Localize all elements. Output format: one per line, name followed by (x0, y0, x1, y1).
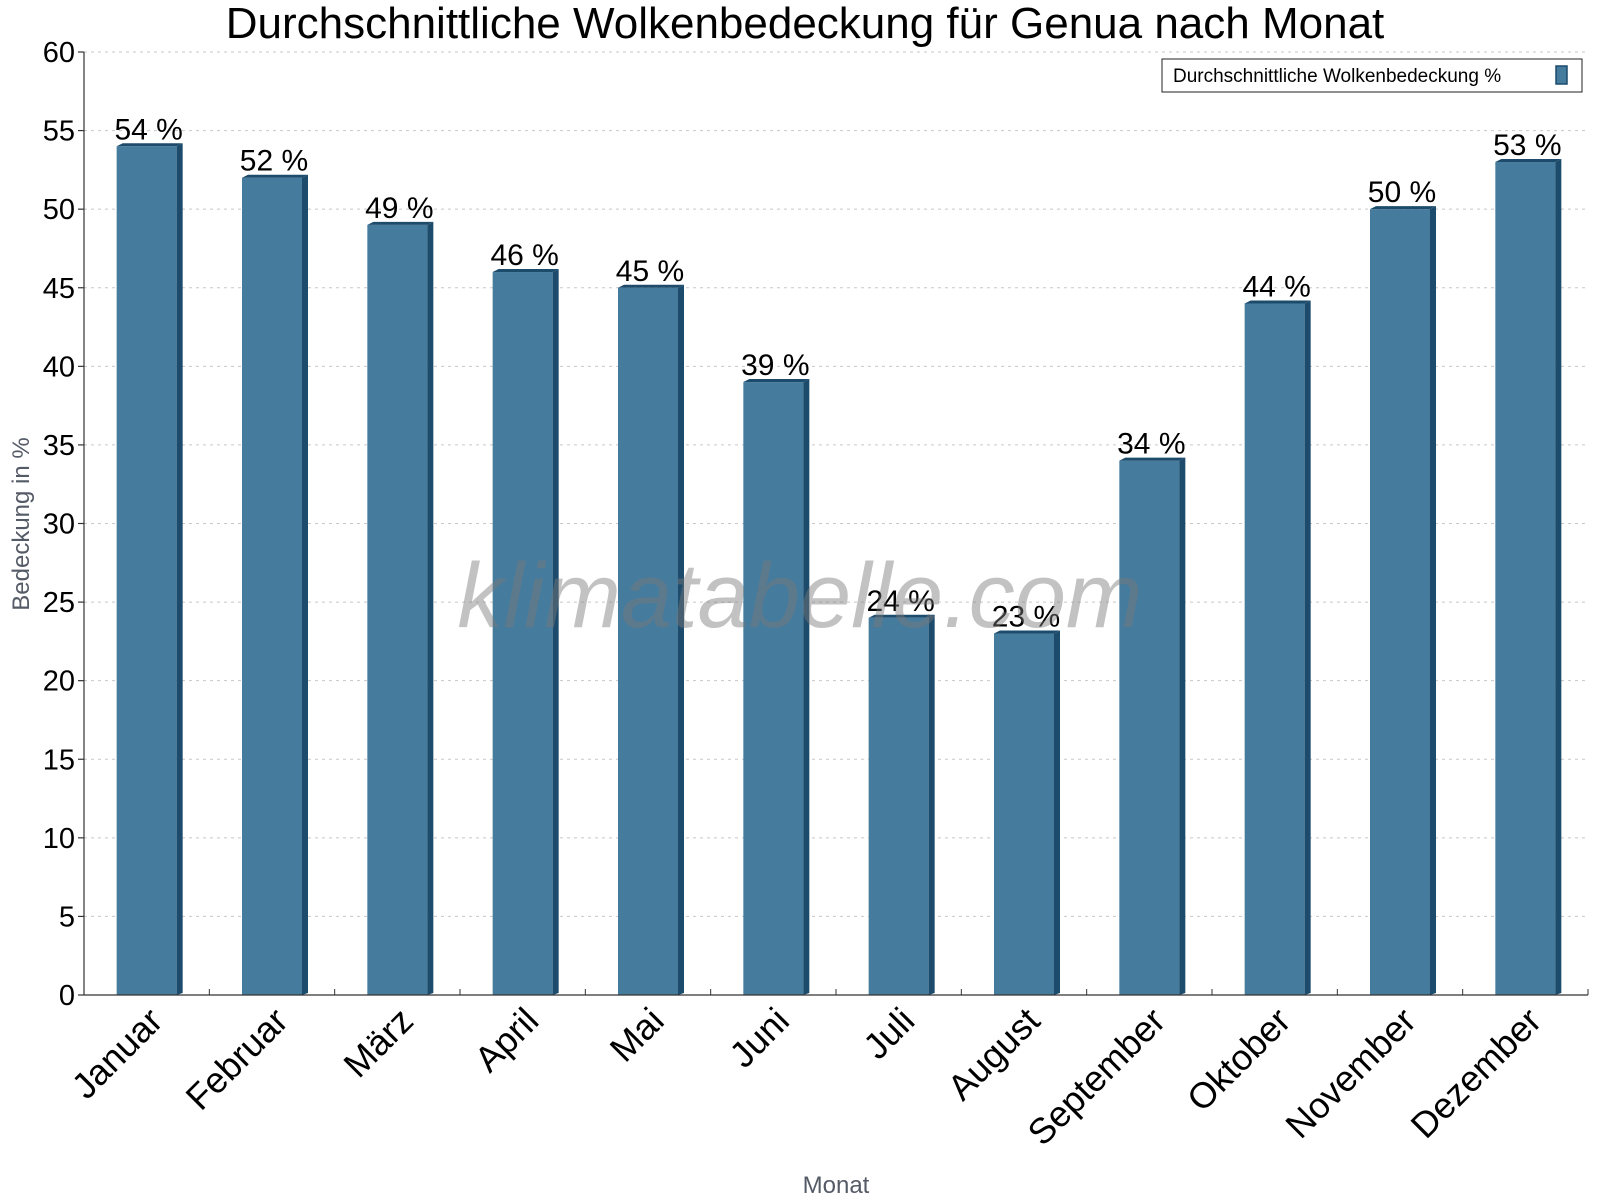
bar-side (427, 221, 434, 996)
bar-top (1495, 159, 1562, 163)
data-label: 54 % (114, 113, 182, 146)
x-tick-label: Dezember (1403, 1000, 1549, 1146)
bar (1119, 457, 1186, 996)
data-label: 45 % (616, 255, 684, 288)
y-tick-label: 5 (59, 901, 75, 933)
data-label: 46 % (490, 239, 558, 272)
x-tick-label: Februar (178, 1000, 296, 1118)
bar-top (242, 174, 308, 178)
bar (1244, 300, 1311, 995)
bar (116, 143, 183, 996)
y-tick-label: 0 (59, 980, 75, 1012)
data-label: 53 % (1493, 129, 1561, 162)
bar (743, 379, 810, 995)
bar-side (803, 379, 810, 995)
x-tick-label: November (1277, 1000, 1423, 1146)
bar (994, 630, 1060, 995)
bar-side (1430, 206, 1436, 995)
y-tick-label: 20 (43, 666, 75, 698)
bar-side (678, 284, 684, 995)
data-label: 50 % (1368, 176, 1436, 209)
y-tick-label: 50 (43, 194, 75, 226)
bar-side (928, 614, 935, 995)
bar (492, 269, 559, 995)
bar-side (1179, 457, 1186, 996)
y-tick-label: 55 (43, 116, 75, 148)
y-tick-label: 40 (43, 351, 75, 383)
bar-side (302, 174, 308, 995)
bars (116, 143, 1562, 996)
y-tick-label: 10 (43, 823, 75, 855)
legend-label: Durchschnittliche Wolkenbedeckung % (1173, 66, 1501, 87)
data-label: 49 % (365, 192, 433, 225)
x-axis-categories: Januar Februar März April Mai Juni Juli AugustS… (63, 989, 1589, 1154)
y-tick-label: 25 (43, 587, 75, 619)
x-tick-label: September (1019, 1000, 1173, 1154)
bar-top (1370, 206, 1436, 210)
y-tick-label: 15 (43, 744, 75, 776)
bar-front (1119, 460, 1180, 996)
watermark-text: klimatabelle.com (457, 545, 1142, 647)
bar-top (1244, 300, 1311, 304)
bar-top (116, 143, 183, 147)
bar-top (1119, 457, 1186, 461)
data-label: 44 % (1242, 270, 1310, 303)
bar-front (1370, 209, 1430, 995)
legend-box (1161, 58, 1583, 93)
bar-front (367, 224, 428, 996)
bar-side (176, 143, 183, 996)
grid-lines (84, 51, 1588, 917)
bar-top (618, 284, 684, 288)
bar-front (116, 146, 177, 996)
bar (367, 221, 434, 996)
x-tick-label: Januar (63, 1000, 170, 1107)
bar-side (552, 269, 559, 995)
data-label: 52 % (240, 145, 308, 178)
y-tick-label: 60 (43, 37, 75, 69)
y-axis-ticks: 0 5 10 15 20 25 30 35 40 45 50 55 60 (43, 37, 84, 1012)
bar-top (868, 614, 935, 618)
x-tick-label: Oktober (1179, 1000, 1299, 1120)
x-tick-label: Juni (721, 1000, 797, 1076)
bar (618, 284, 684, 995)
bar-front (1244, 303, 1305, 995)
bar-side (1304, 300, 1311, 995)
bar (868, 614, 935, 995)
data-label: 23 % (992, 601, 1060, 634)
x-tick-label: Mai (602, 1000, 672, 1070)
y-axis-title: Bedeckung in % (8, 437, 35, 610)
data-label: 34 % (1117, 428, 1185, 461)
y-tick-label: 35 (43, 430, 75, 462)
data-label: 24 % (866, 585, 934, 618)
x-tick-label: April (466, 1000, 546, 1080)
y-tick-label: 45 (43, 273, 75, 305)
y-tick-label: 30 (43, 509, 75, 541)
bar-top (367, 221, 434, 225)
chart-title: Durchschnittliche Wolkenbedeckung für Ge… (226, 0, 1385, 48)
bar-front (994, 633, 1054, 995)
bar-side (1054, 630, 1060, 995)
bar-front (743, 382, 804, 995)
x-axis-title: Monat (803, 1172, 870, 1199)
bar-top (492, 269, 559, 273)
bar-front (492, 272, 553, 995)
x-tick-label: März (335, 1000, 421, 1086)
x-tick-label: Juli (855, 1000, 922, 1067)
data-label: 39 % (741, 349, 809, 382)
bar-front (1495, 162, 1556, 995)
bar (242, 174, 308, 995)
data-labels: 54 % 52 % 49 % 46 % 45 % 39 % 24 % 23 % 34 % 44 %… (114, 113, 1561, 633)
bar (1495, 159, 1562, 995)
bar-top (743, 379, 810, 383)
x-tick-label: August (939, 1000, 1047, 1108)
bar-side (1555, 159, 1562, 995)
bar-front (868, 617, 929, 995)
bar-top (994, 630, 1060, 634)
legend-swatch (1555, 65, 1568, 85)
bar-front (618, 287, 678, 995)
legend: Durchschnittliche Wolkenbedeckung % (1161, 58, 1583, 93)
bar-front (242, 177, 302, 995)
bar (1370, 206, 1436, 995)
